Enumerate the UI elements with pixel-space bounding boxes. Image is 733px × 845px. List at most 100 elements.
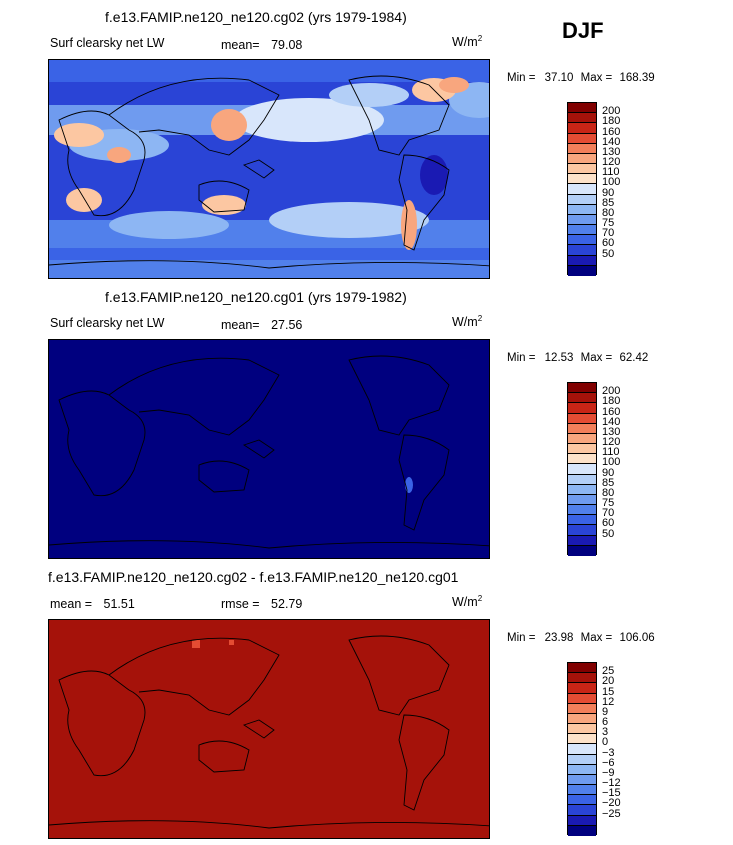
colorbar-tick-label: 60 [602,517,615,530]
panel-1-mean: mean= 79.08 [221,38,302,52]
colorbar-segment [568,673,596,684]
colorbar-segment [568,703,596,714]
panel-3-mean: mean = 51.51 [50,597,135,611]
colorbar-tick-label: 70 [602,227,615,240]
panel-1-map [48,59,490,279]
colorbar-segment [568,133,596,144]
colorbar-segment [568,235,596,246]
colorbar-tick-label: −9 [602,766,615,779]
panel-1-min-label: Min = [507,72,536,84]
panel-1-max-value: 168.39 [619,72,655,84]
panel-1-colorbar [567,102,597,276]
colorbar-segment [568,693,596,704]
colorbar-tick-label: 110 [602,166,620,179]
colorbar-segment [568,505,596,516]
colorbar-segment [568,724,596,735]
colorbar-segment [568,383,596,394]
colorbar-tick-label: −3 [602,746,615,759]
colorbar-tick-label: 180 [602,395,621,408]
panel-2-mean-label: mean= [221,318,260,332]
colorbar-tick-label: 120 [602,156,621,169]
panel-3-mean-value: 51.51 [103,597,135,611]
panel-2-minmax: Min = 12.53 Max = 62.42 [507,352,648,364]
panel-3-rmse-label: rmse = [221,597,260,611]
colorbar-tick-label: 3 [602,726,609,739]
panel-3-minmax: Min = 23.98 Max = 106.06 [507,632,655,644]
colorbar-tick-label: −25 [602,807,621,820]
panel-3-colorbar [567,662,597,836]
colorbar-segment [568,444,596,455]
colorbar-tick-label: 100 [602,456,621,469]
colorbar-segment [568,744,596,755]
colorbar-segment [568,184,596,195]
panel-3-min-label: Min = [507,632,536,644]
colorbar-segment [568,393,596,404]
colorbar-segment [568,433,596,445]
colorbar-tick-label: 75 [602,217,615,230]
colorbar-segment [568,683,596,694]
panel-3-max-value: 106.06 [619,632,655,644]
colorbar-tick-label: 60 [602,237,615,250]
colorbar-tick-label: 15 [602,685,615,698]
colorbar-tick-label: 0 [602,736,609,749]
colorbar-segment [568,515,596,526]
colorbar-segment [568,815,596,826]
colorbar-segment [568,805,596,816]
colorbar-tick-label: 160 [602,405,621,418]
colorbar-tick-label: 50 [602,247,615,260]
colorbar-segment [568,545,596,556]
colorbar-segment [568,764,596,775]
colorbar-segment [568,774,596,786]
colorbar-segment [568,795,596,806]
colorbar-segment [568,164,596,175]
colorbar-tick-label: 6 [602,716,609,729]
panel-3-rmse: rmse = 52.79 [221,597,302,611]
colorbar-segment [568,525,596,536]
panel-1-mean-value: 79.08 [271,38,303,52]
panel-2-mean: mean= 27.56 [221,318,302,332]
colorbar-tick-label: 12 [602,695,615,708]
colorbar-tick-label: 110 [602,446,620,459]
colorbar-tick-label: 80 [602,206,615,219]
colorbar-tick-label: 200 [602,385,621,398]
colorbar-segment [568,123,596,134]
panel-2-title: f.e13.FAMIP.ne120_ne120.cg01 (yrs 1979-1… [105,289,407,305]
panel-2-units: W/m2 [452,314,482,329]
colorbar-segment [568,174,596,185]
panel-2-mean-value: 27.56 [271,318,303,332]
colorbar-segment [568,194,596,205]
panel-1-min-value: 37.10 [544,72,574,84]
colorbar-segment [568,225,596,236]
panel-2-variable-label: Surf clearsky net LW [50,316,165,330]
colorbar-segment [568,494,596,506]
panel-3-max-label: Max = [580,632,613,644]
panel-1-variable-label: Surf clearsky net LW [50,36,165,50]
colorbar-tick-label: 130 [602,425,621,438]
colorbar-tick-label: −6 [602,756,615,769]
colorbar-segment [568,143,596,154]
panel-2-min-value: 12.53 [544,352,574,364]
panel-3-units: W/m2 [452,594,482,609]
colorbar-segment [568,474,596,485]
colorbar-tick-label: 100 [602,176,621,189]
panel-2-units-sup: 2 [477,314,483,323]
panel-1-max-label: Max = [580,72,613,84]
colorbar-segment [568,214,596,226]
colorbar-segment [568,423,596,434]
colorbar-tick-label: −15 [602,787,621,800]
colorbar-segment [568,265,596,276]
panel-1-units-sup: 2 [477,34,483,43]
panel-3-title: f.e13.FAMIP.ne120_ne120.cg02 - f.e13.FAM… [48,569,459,585]
colorbar-segment [568,785,596,796]
colorbar-tick-label: 80 [602,486,615,499]
colorbar-segment [568,255,596,266]
colorbar-tick-label: 25 [602,665,615,678]
panel-3-mean-label: mean = [50,597,93,611]
panel-3-units-sup: 2 [477,594,483,603]
colorbar-tick-label: 140 [602,415,621,428]
colorbar-tick-label: 50 [602,527,615,540]
colorbar-tick-label: 90 [602,186,615,199]
panel-1-units: W/m2 [452,34,482,49]
panel-3-rmse-value: 52.79 [271,597,303,611]
panel-1-units-text: W/m [452,35,478,50]
